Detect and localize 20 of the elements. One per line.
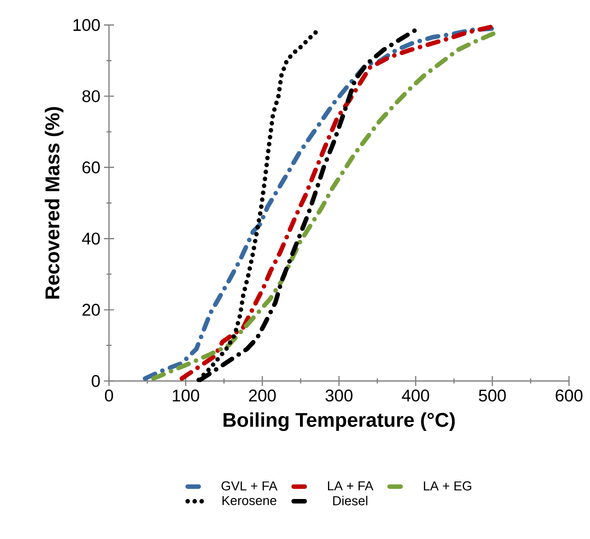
y-axis-title: Recovered Mass (%) [44,107,64,299]
x-tick-label: 200 [249,390,276,402]
x-tick-label: 0 [104,390,114,402]
y-tick-label: 0 [92,375,100,387]
legend-label: LA + FA [328,481,374,490]
y-tick-label: 60 [82,161,100,174]
y-tick-label: 80 [82,90,100,102]
x-axis-title: Boiling Temperature (°C) [224,412,455,432]
legend-label: Kerosene [222,496,276,506]
y-tick-label: 40 [82,232,100,245]
y-tick-label: 100 [74,18,100,31]
y-tick-label: 20 [82,304,100,316]
x-tick-label: 400 [402,390,430,402]
legend-label: GVL + FA [222,481,278,490]
x-tick-label: 600 [556,390,582,402]
legend-label: LA + EG [424,481,472,490]
x-tick-label: 500 [478,390,506,402]
legend-label: Diesel [333,496,368,506]
x-tick-label: 100 [172,390,200,402]
x-tick-label: 300 [326,390,352,402]
